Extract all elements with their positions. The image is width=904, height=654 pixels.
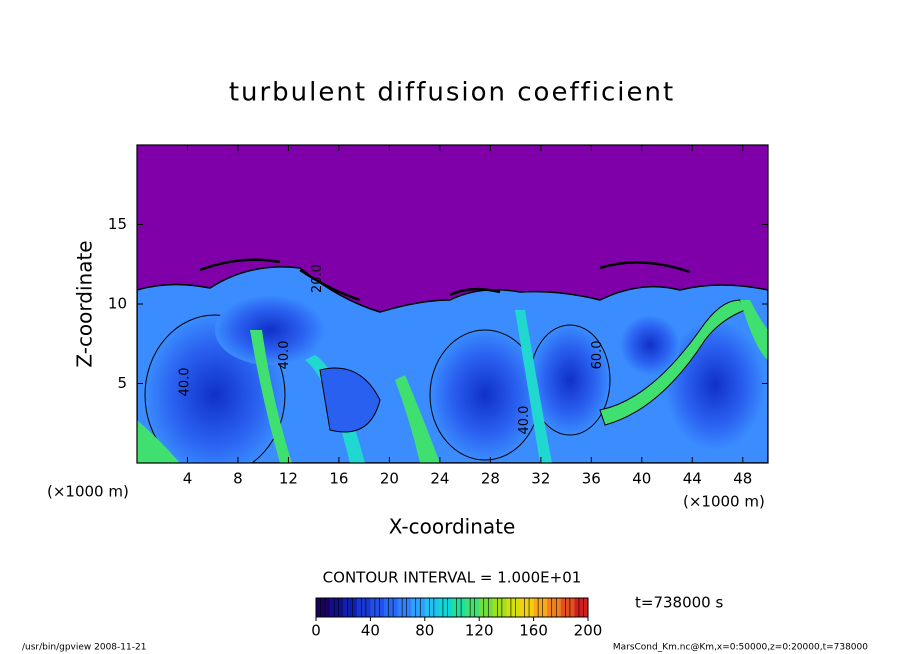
x-tick-label: 20 <box>380 470 399 488</box>
colorbar-tick-label: 40 <box>361 622 380 640</box>
colorbar-swatch <box>533 598 548 617</box>
x-tick-label: 4 <box>183 470 193 488</box>
x-axis-label: X-coordinate <box>389 515 516 539</box>
colorbar-swatch <box>492 598 507 617</box>
x-tick-label: 28 <box>481 470 500 488</box>
colorbar-swatch <box>329 598 344 617</box>
x-tick-label: 40 <box>632 470 651 488</box>
colorbar-tick-label: 80 <box>415 622 434 640</box>
colorbar-swatch <box>465 598 480 617</box>
colorbar-swatch <box>397 598 412 617</box>
x-tick-label: 24 <box>430 470 449 488</box>
time-label: t=738000 s <box>635 594 723 612</box>
colorbar-swatch <box>411 598 426 617</box>
colorbar-swatch <box>370 598 385 617</box>
colorbar-tick-label: 200 <box>574 622 603 640</box>
colorbar-swatch <box>343 598 358 617</box>
colorbar-tick-label: 120 <box>465 622 494 640</box>
colorbar-swatch <box>424 598 439 617</box>
colorbar-swatch <box>560 598 575 617</box>
chart-title: turbulent diffusion coefficient <box>229 78 675 108</box>
y-tick-label: 5 <box>117 374 127 392</box>
contour-label: 60.0 <box>590 340 605 369</box>
contour-label: 40.0 <box>177 367 192 396</box>
colorbar-swatch <box>479 598 494 617</box>
x-tick-label: 8 <box>233 470 243 488</box>
contour-label: 40.0 <box>277 340 292 369</box>
x-unit-label: (×1000 m) <box>683 493 765 511</box>
colorbar-tick-label: 160 <box>519 622 548 640</box>
contour-interval: CONTOUR INTERVAL = 1.000E+01 <box>323 569 582 587</box>
colorbar-frame <box>315 597 589 618</box>
colorbar-swatch <box>384 598 399 617</box>
x-tick-label: 32 <box>531 470 550 488</box>
y-unit-label: (×1000 m) <box>47 483 129 501</box>
x-tick-label: 16 <box>329 470 348 488</box>
colorbar-swatch <box>452 598 467 617</box>
contour-label: 20.0 <box>310 264 325 293</box>
y-axis-label: Z-coordinate <box>73 240 97 367</box>
x-tick-label: 12 <box>279 470 298 488</box>
y-tick-label: 10 <box>108 295 127 313</box>
colorbar-swatch <box>520 598 535 617</box>
colorbar-swatch <box>574 598 589 617</box>
contour-label: 40.0 <box>517 406 532 435</box>
x-tick-label: 36 <box>582 470 601 488</box>
colorbar-swatch <box>438 598 453 617</box>
footer-left: /usr/bin/gpview 2008-11-21 <box>22 643 146 653</box>
x-tick-label: 48 <box>733 470 752 488</box>
y-tick-label: 15 <box>108 215 127 233</box>
colorbar-tick-label: 0 <box>311 622 321 640</box>
colorbar-swatch <box>356 598 371 617</box>
x-tick-label: 44 <box>683 470 702 488</box>
footer-right: MarsCond_Km.nc@Km,x=0:50000,z=0:20000,t=… <box>613 643 868 653</box>
field <box>137 145 768 463</box>
colorbar-swatch <box>316 598 331 617</box>
colorbar-swatch <box>547 598 562 617</box>
colorbar-swatch <box>506 598 521 617</box>
